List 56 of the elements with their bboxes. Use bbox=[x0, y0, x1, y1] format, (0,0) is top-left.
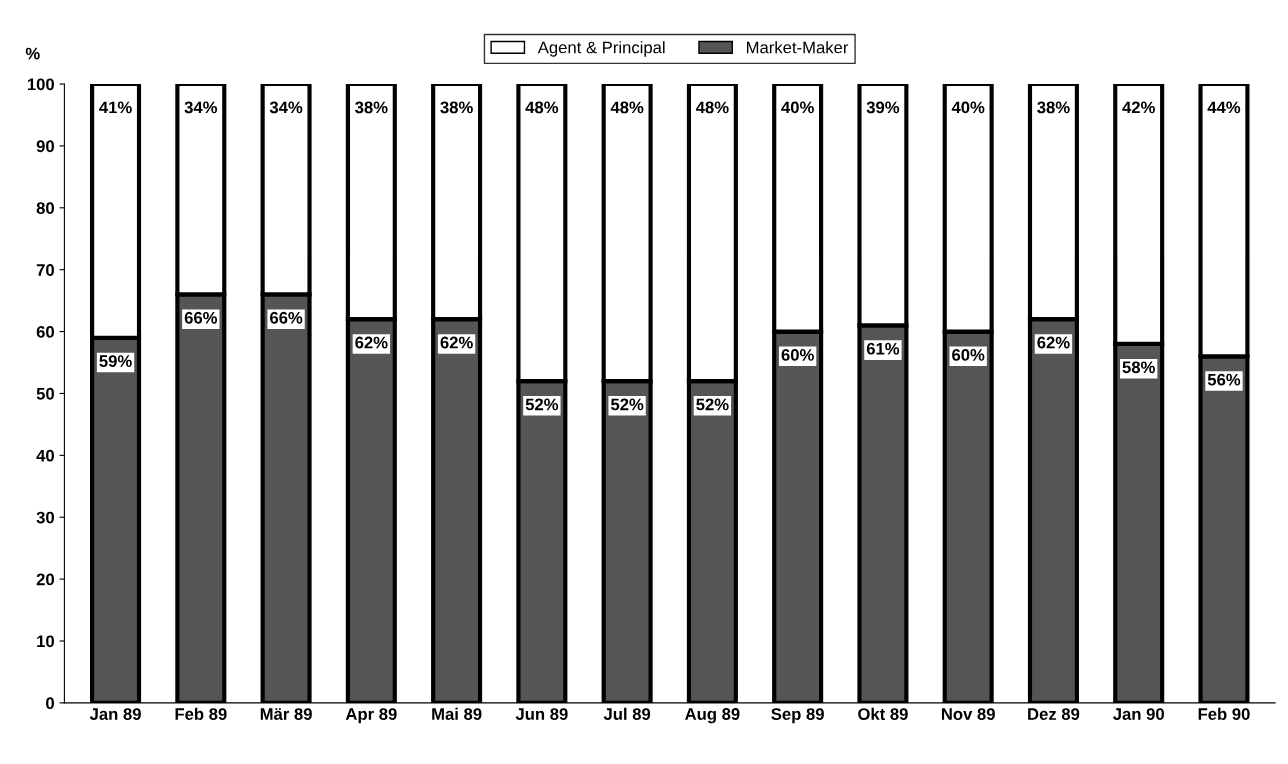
data-label: 44% bbox=[1207, 101, 1241, 114]
y-tick-label: 90 bbox=[36, 140, 54, 153]
legend-label: Market-Maker bbox=[746, 41, 849, 54]
y-tick-label: 70 bbox=[36, 264, 54, 276]
data-label: 62% bbox=[440, 336, 473, 349]
x-tick-label: Mär 89 bbox=[260, 708, 312, 720]
data-label: 41% bbox=[99, 101, 132, 114]
data-label: 48% bbox=[525, 101, 559, 114]
y-tick-label: 50 bbox=[36, 387, 54, 400]
data-label: 60% bbox=[952, 349, 985, 361]
data-label: 52% bbox=[525, 398, 559, 411]
data-label: 42% bbox=[1122, 101, 1155, 114]
x-tick-label: Nov 89 bbox=[941, 708, 995, 720]
y-tick-label: 60 bbox=[36, 325, 54, 338]
y-tick-label: 80 bbox=[36, 202, 54, 215]
data-label: 52% bbox=[696, 398, 729, 411]
y-tick-label: 30 bbox=[36, 511, 54, 524]
y-tick-label: 10 bbox=[37, 635, 54, 648]
y-tick-label: 0 bbox=[46, 697, 54, 710]
x-tick-label: Dez 89 bbox=[1028, 708, 1080, 720]
data-label: 40% bbox=[951, 101, 985, 114]
data-label: 38% bbox=[1037, 101, 1070, 114]
data-label: 62% bbox=[355, 336, 388, 349]
data-label: 52% bbox=[610, 398, 644, 411]
data-label: 38% bbox=[355, 101, 388, 114]
x-tick-label: Jul 89 bbox=[603, 707, 651, 720]
data-label: 39% bbox=[866, 101, 900, 114]
y-tick-label: 20 bbox=[36, 573, 54, 586]
data-label: 40% bbox=[781, 101, 814, 114]
x-tick-label: Mai 89 bbox=[432, 707, 482, 720]
x-tick-label: Sep 89 bbox=[771, 708, 824, 724]
data-label: 48% bbox=[695, 101, 729, 114]
x-tick-label: Apr 89 bbox=[345, 708, 397, 724]
x-tick-label: Aug 89 bbox=[685, 708, 740, 724]
data-label: 61% bbox=[866, 342, 900, 355]
data-label: 38% bbox=[440, 101, 473, 114]
x-tick-label: Jan 90 bbox=[1113, 708, 1164, 720]
legend-label: Agent & Principal bbox=[537, 41, 665, 57]
data-label: 34% bbox=[269, 101, 303, 114]
data-label: 58% bbox=[1122, 361, 1155, 374]
data-label: 62% bbox=[1037, 336, 1070, 349]
x-tick-label: Jan 89 bbox=[89, 708, 141, 720]
data-label: 66% bbox=[184, 311, 218, 324]
data-label: 56% bbox=[1207, 373, 1241, 386]
data-label: 60% bbox=[781, 349, 814, 361]
y-axis-title: % bbox=[25, 47, 40, 60]
y-tick-label: 40 bbox=[36, 449, 54, 462]
x-tick-label: Okt 89 bbox=[858, 707, 908, 720]
x-tick-label: Feb 89 bbox=[175, 707, 227, 720]
data-label: 66% bbox=[270, 311, 303, 324]
x-tick-label: Jun 89 bbox=[515, 708, 568, 720]
x-tick-label: Feb 90 bbox=[1198, 707, 1250, 720]
data-label: 34% bbox=[184, 101, 218, 114]
data-label: 59% bbox=[99, 355, 132, 367]
data-label: 48% bbox=[610, 101, 644, 114]
y-tick-label: 100 bbox=[27, 78, 54, 91]
